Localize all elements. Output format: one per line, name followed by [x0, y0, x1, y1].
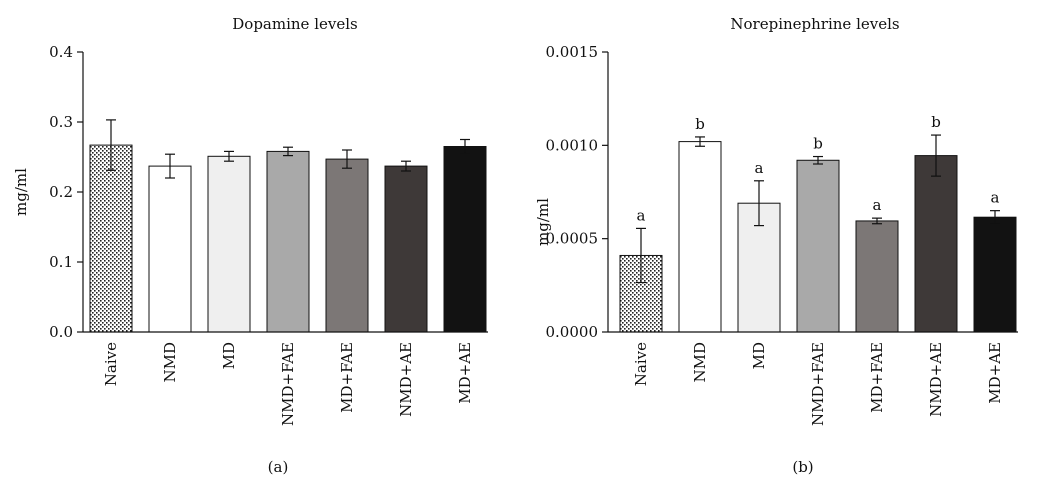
x-tick-label: NMD+AE	[397, 342, 415, 417]
chart-title: Dopamine levels	[232, 15, 357, 33]
x-tick-label: NMD+AE	[927, 342, 945, 417]
significance-label: b	[931, 113, 941, 131]
panel-label: (b)	[792, 458, 813, 476]
y-axis-label: mg/ml	[12, 168, 30, 216]
chart-panel-dopamine: Dopamine levels mg/ml Naive NMD MD NMD+FAE M…	[12, 15, 488, 476]
bar	[973, 216, 1017, 333]
y-tick-label: 0.0000	[546, 323, 599, 341]
x-tick-label: Naive	[102, 342, 120, 386]
plot-area: Naive NMD MD NMD+FAE MD+FAE NMD+AE MD+AE 0.0 0.1…	[49, 43, 488, 426]
bar	[914, 155, 958, 333]
x-tick-label: MD	[220, 342, 238, 369]
bar	[148, 165, 192, 333]
x-tick-label: NMD+FAE	[809, 342, 827, 426]
y-tick-label: 0.4	[49, 43, 73, 61]
bar	[678, 141, 722, 333]
x-tick-label: MD+AE	[456, 342, 474, 404]
significance-label: b	[695, 115, 705, 133]
x-tick-label: Naive	[632, 342, 650, 386]
x-tick-label: MD+FAE	[868, 342, 886, 413]
y-tick-label: 0.0005	[546, 230, 599, 248]
significance-label: a	[991, 189, 1000, 207]
bar	[325, 158, 369, 333]
y-tick-label: 0.3	[49, 113, 73, 131]
bar	[266, 150, 310, 333]
y-tick-label: 0.1	[49, 253, 73, 271]
x-tick-label: NMD	[161, 342, 179, 383]
significance-label: b	[813, 135, 823, 153]
chart-panel-norepinephrine: Norepinephrine levels mg/ml a Naive b NMD a M…	[534, 15, 1018, 476]
significance-label: a	[755, 159, 764, 177]
x-tick-label: MD+FAE	[338, 342, 356, 413]
bar	[384, 165, 428, 333]
bar	[207, 155, 251, 333]
significance-label: a	[873, 196, 882, 214]
y-tick-label: 0.0010	[546, 136, 599, 154]
bar	[443, 146, 487, 333]
plot-area: a Naive b NMD a MD b NMD+FAE a MD+FAE b NMD+AE a MD+A…	[546, 43, 1018, 426]
x-tick-label: NMD	[691, 342, 709, 383]
y-tick-label: 0.0015	[546, 43, 599, 61]
y-tick-label: 0.2	[49, 183, 73, 201]
x-tick-label: MD+AE	[986, 342, 1004, 404]
panel-label: (a)	[268, 458, 289, 476]
y-tick-label: 0.0	[49, 323, 73, 341]
bar	[89, 144, 133, 333]
bar	[855, 220, 899, 333]
x-tick-label: NMD+FAE	[279, 342, 297, 426]
bar	[796, 159, 840, 333]
significance-label: a	[637, 206, 646, 224]
x-tick-label: MD	[750, 342, 768, 369]
chart-title: Norepinephrine levels	[730, 15, 899, 33]
y-axis-label: mg/ml	[534, 198, 552, 246]
